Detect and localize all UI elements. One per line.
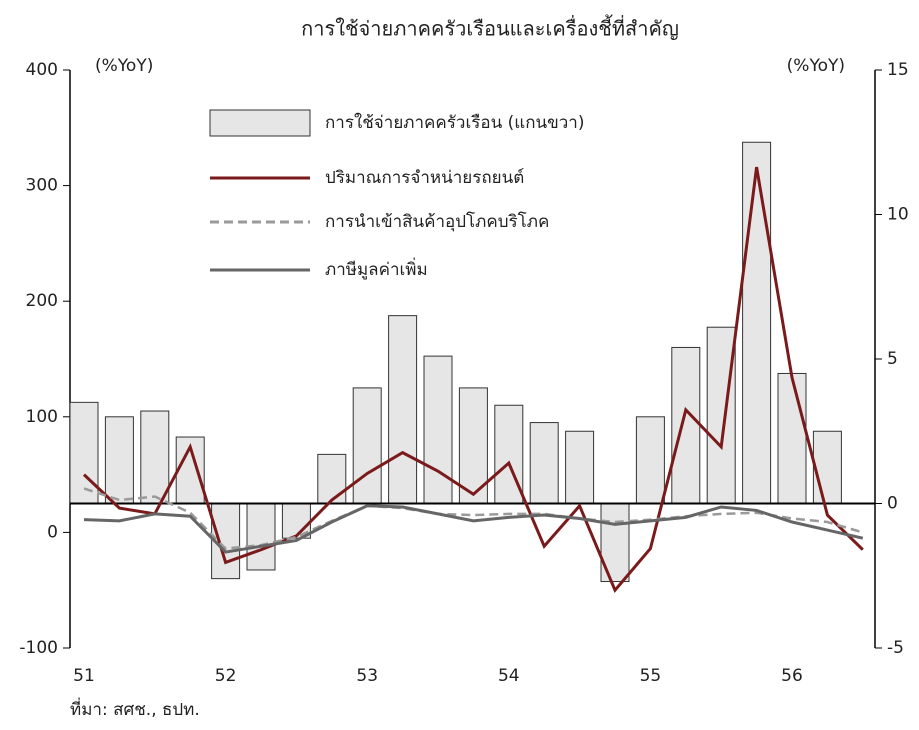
y-tick-label: 300 <box>26 176 58 196</box>
y2-tick-label: 10 <box>887 205 909 225</box>
bar <box>742 141 772 504</box>
x-tick-label: 56 <box>781 666 803 686</box>
y2-tick-label: -5 <box>887 638 904 658</box>
y-tick-label: 100 <box>26 407 58 427</box>
y2-tick-label: 5 <box>887 349 898 369</box>
bar <box>565 430 595 504</box>
y2-tick-label: 0 <box>887 494 898 514</box>
bar <box>69 401 99 505</box>
x-tick-label: 52 <box>215 666 237 686</box>
y2-axis-label: (%YoY) <box>787 56 845 76</box>
bar <box>706 326 736 504</box>
bar <box>175 436 205 504</box>
bar <box>317 453 347 504</box>
x-tick-label: 54 <box>498 666 520 686</box>
bar <box>246 503 276 571</box>
x-tick-label: 51 <box>73 666 95 686</box>
bar <box>777 372 807 505</box>
y2-tick-label: 15 <box>887 60 909 80</box>
source-note: ที่มา: สศช., ธปท. <box>70 697 200 720</box>
line <box>83 487 864 550</box>
legend-key <box>209 109 311 137</box>
y-tick-label: 400 <box>26 60 58 80</box>
y-tick-label: -100 <box>19 638 58 658</box>
bar <box>388 315 418 504</box>
bar <box>529 422 559 504</box>
bar <box>352 387 382 504</box>
legend-label: การใช้จ่ายภาคครัวเรือน (แกนขวา) <box>325 112 584 133</box>
bar <box>140 410 170 504</box>
line <box>83 504 864 554</box>
chart-title: การใช้จ่ายภาคครัวเรือนและเครื่องชี้ที่สำ… <box>301 15 679 41</box>
bar <box>104 416 134 504</box>
x-tick-label: 53 <box>356 666 378 686</box>
line <box>82 166 864 594</box>
x-tick-label: 55 <box>640 666 662 686</box>
y-tick-label: 200 <box>26 291 58 311</box>
y-axis-label: (%YoY) <box>95 56 153 76</box>
legend-label: ภาษีมูลค่าเพิ่ม <box>325 257 428 280</box>
legend-label: ปริมาณการจำหน่ายรถยนต์ <box>325 168 524 188</box>
bar <box>671 346 701 504</box>
bar <box>635 416 665 504</box>
bar <box>423 355 453 504</box>
legend-label: การนำเข้าสินค้าอุปโภคบริโภค <box>325 211 549 232</box>
y-tick-label: 0 <box>47 522 58 542</box>
bar <box>812 430 842 504</box>
